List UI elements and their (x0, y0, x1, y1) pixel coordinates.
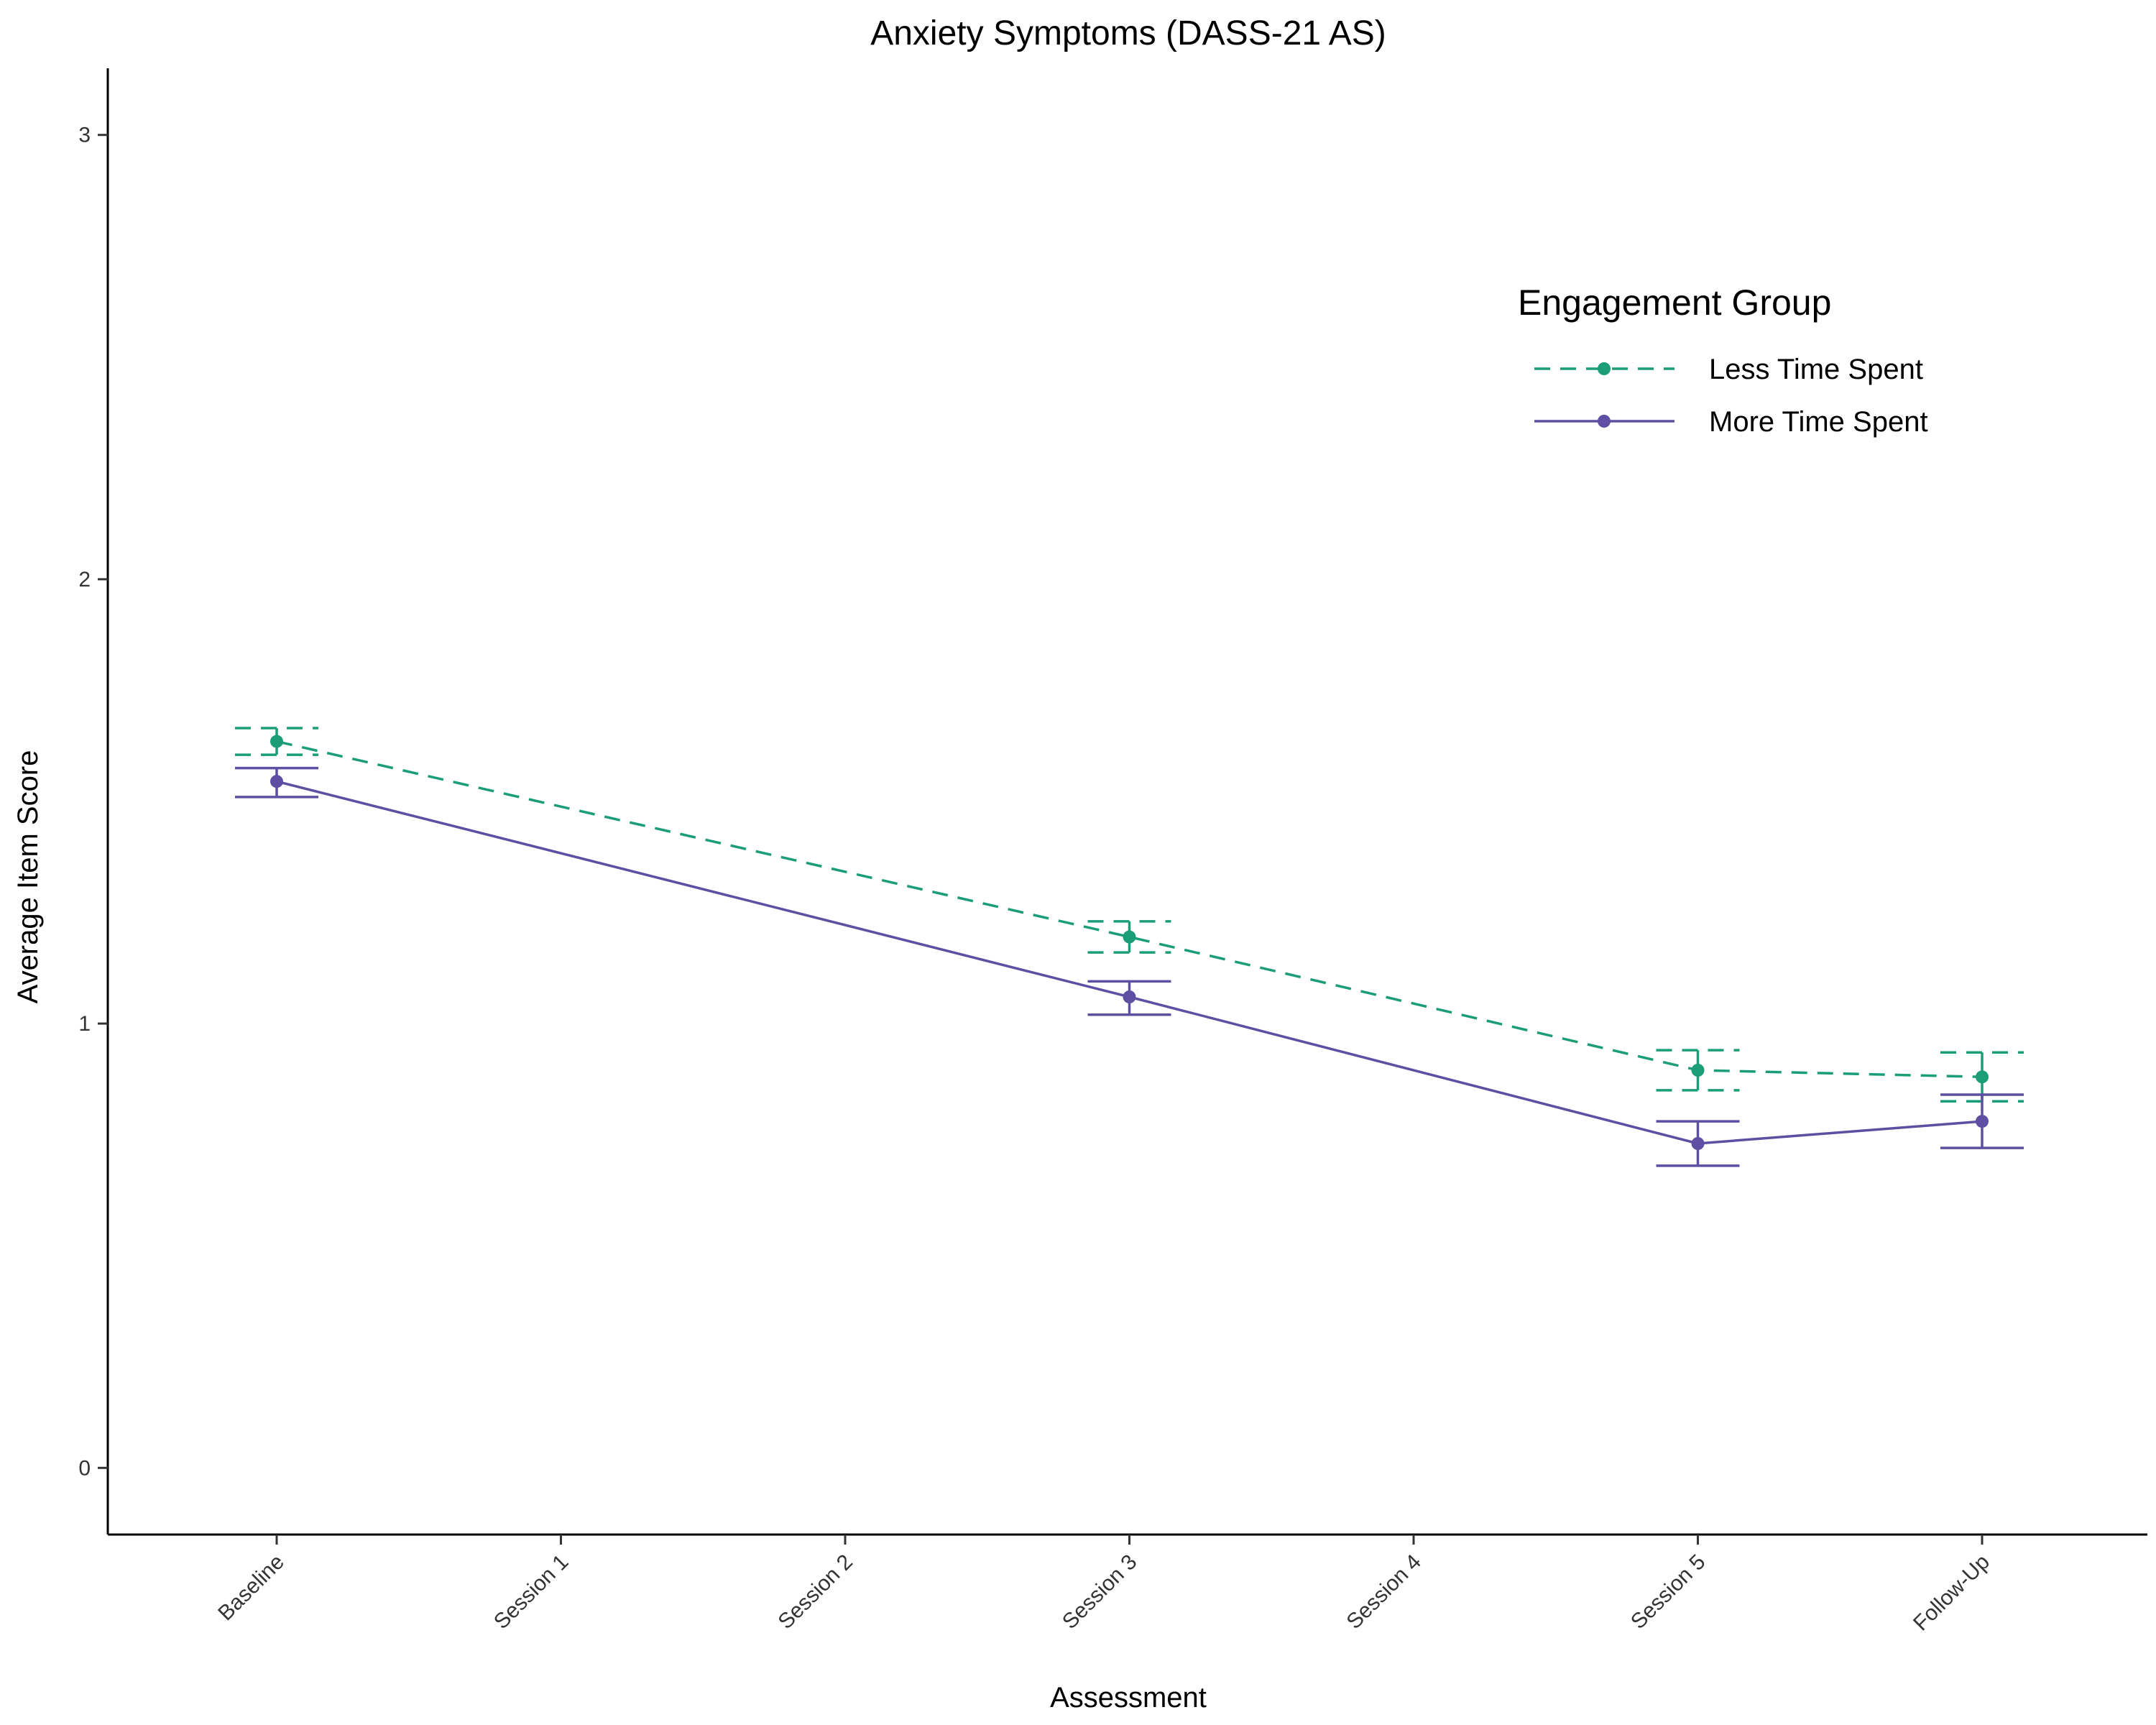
x-axis-title: Assessment (1050, 1682, 1207, 1714)
y-axis: 0 1 2 3 (78, 68, 109, 1535)
chart-title: Anxiety Symptoms (DASS-21 AS) (870, 14, 1386, 52)
series-line (276, 780, 1983, 1145)
y-tick-label: 1 (78, 1012, 91, 1036)
y-axis-title: Average Item Score (12, 750, 44, 1004)
legend-title: Engagement Group (1518, 282, 1831, 323)
data-point (270, 735, 283, 748)
series-group (235, 727, 2024, 1103)
x-axis: Baseline Session 1 Session 2 Session 3 Sessi… (108, 1533, 2147, 1636)
legend-item: Less Time Spent (1534, 354, 1923, 385)
legend-label: Less Time Spent (1709, 354, 1923, 385)
series-group (235, 766, 2024, 1167)
legend-swatch-point (1598, 362, 1611, 375)
data-point (1123, 930, 1136, 944)
x-tick-label: Session 1 (489, 1550, 573, 1634)
legend-item: More Time Spent (1534, 406, 1928, 438)
y-tick-label: 0 (78, 1456, 91, 1480)
series-line (276, 740, 1983, 1079)
x-tick-label: Session 5 (1626, 1550, 1710, 1634)
data-point (1976, 1115, 1989, 1128)
data-point (1691, 1137, 1705, 1150)
legend-swatch-point (1598, 415, 1611, 428)
y-tick-label: 3 (78, 124, 91, 147)
x-tick-label: Follow-Up (1909, 1550, 1994, 1636)
legend: Engagement Group Less Time Spent More Tim… (1518, 282, 1928, 438)
x-tick-label: Session 2 (773, 1550, 857, 1634)
x-tick-label: Session 3 (1058, 1550, 1141, 1634)
data-point (1976, 1070, 1989, 1084)
data-point (1123, 990, 1136, 1003)
series-layer (235, 727, 2024, 1167)
x-tick-label: Session 4 (1342, 1550, 1425, 1634)
x-tick-label: Baseline (213, 1550, 289, 1626)
legend-items: Less Time Spent More Time Spent (1534, 354, 1928, 438)
data-point (1691, 1064, 1705, 1077)
data-point (270, 775, 283, 788)
y-tick-label: 2 (78, 568, 91, 592)
legend-label: More Time Spent (1709, 406, 1928, 438)
